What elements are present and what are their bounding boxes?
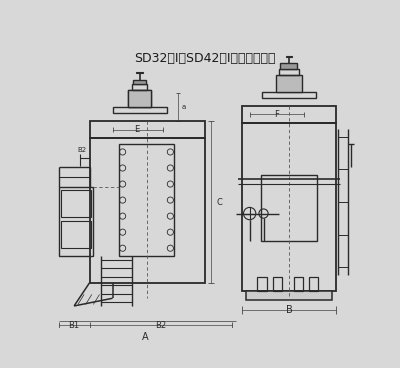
Text: E: E — [135, 125, 140, 134]
Bar — [273, 277, 282, 291]
Text: B2: B2 — [77, 148, 86, 153]
Bar — [294, 277, 303, 291]
Bar — [90, 121, 205, 138]
Bar — [61, 221, 91, 248]
Bar — [279, 69, 299, 75]
Bar — [261, 175, 317, 241]
Text: a: a — [181, 104, 185, 110]
Bar — [242, 123, 336, 291]
Text: C: C — [216, 198, 222, 206]
Bar — [136, 72, 143, 74]
Bar — [61, 191, 91, 217]
Text: B: B — [286, 305, 292, 315]
Bar — [119, 144, 174, 256]
Bar — [128, 91, 151, 107]
Text: A: A — [142, 332, 148, 342]
Bar — [309, 277, 318, 291]
Bar — [280, 63, 298, 69]
Bar — [113, 107, 166, 113]
Text: SD32－Ⅰ、SD42－Ⅰ收尘器结构图: SD32－Ⅰ、SD42－Ⅰ收尘器结构图 — [134, 52, 276, 65]
Bar — [132, 84, 147, 91]
Text: B1: B1 — [68, 321, 80, 330]
Bar — [276, 75, 302, 92]
Bar — [262, 92, 316, 98]
Text: F: F — [274, 110, 279, 119]
Text: B2: B2 — [155, 321, 166, 330]
Bar — [246, 291, 332, 300]
Bar — [128, 91, 151, 107]
Bar — [90, 138, 205, 283]
Bar — [242, 106, 336, 123]
Bar — [133, 79, 146, 84]
Bar — [257, 277, 267, 291]
Bar — [286, 56, 292, 57]
Bar — [59, 187, 93, 256]
